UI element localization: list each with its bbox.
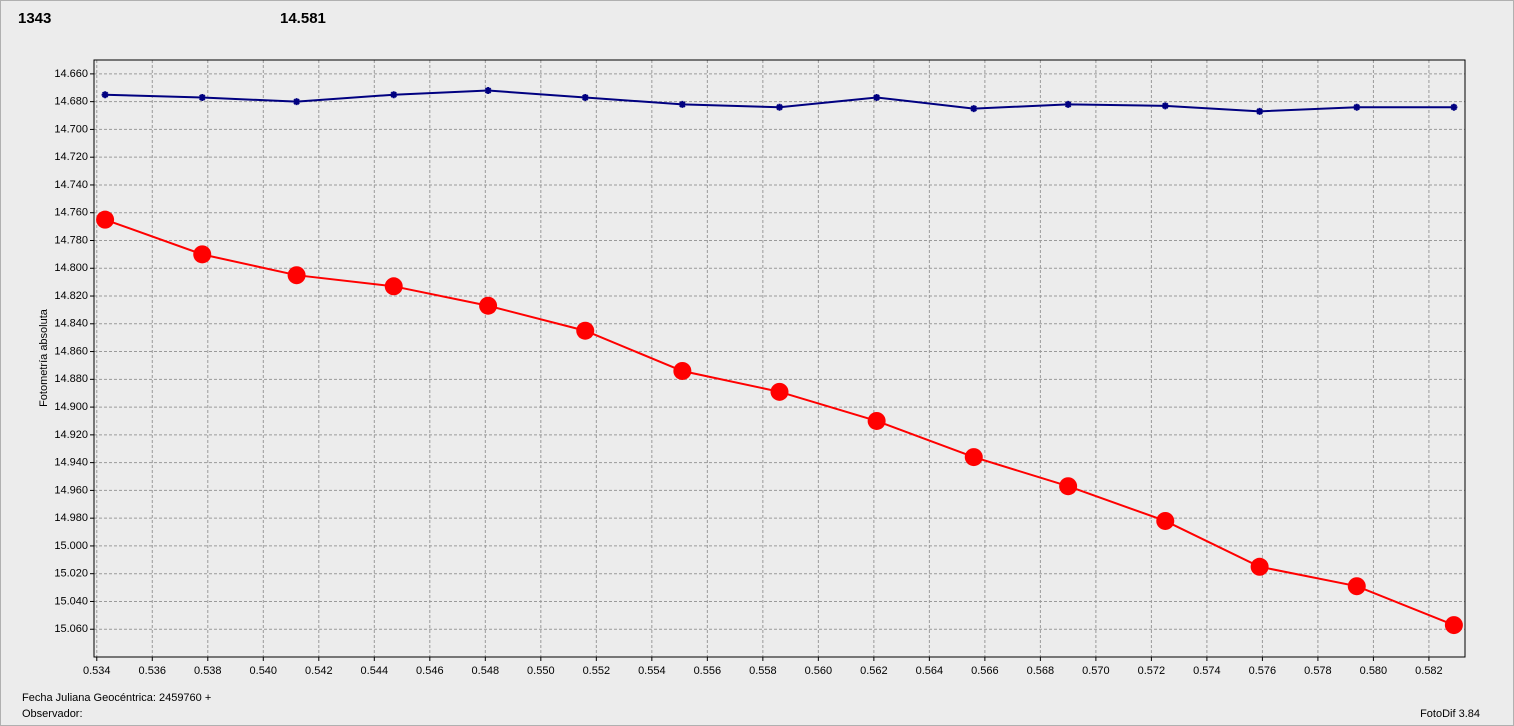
- point: [1444, 616, 1463, 635]
- point: [198, 93, 206, 101]
- x-tick-label: 0.582: [1415, 665, 1443, 677]
- x-tick-label: 0.542: [305, 665, 333, 677]
- point: [390, 91, 398, 99]
- y-tick-label: 14.920: [54, 429, 88, 441]
- point: [678, 100, 686, 108]
- x-tick-label: 0.538: [194, 665, 222, 677]
- y-tick-label: 14.840: [54, 318, 88, 330]
- point: [1353, 103, 1361, 111]
- x-tick-label: 0.534: [83, 665, 111, 677]
- y-tick-label: 14.900: [54, 401, 88, 413]
- footer-text: Fecha Juliana Geocéntrica: 2459760 +: [22, 692, 211, 704]
- point: [673, 361, 692, 380]
- point: [1161, 102, 1169, 110]
- y-tick-label: 15.040: [54, 595, 88, 607]
- point: [1059, 477, 1078, 496]
- x-tick-label: 0.558: [749, 665, 777, 677]
- point: [1064, 100, 1072, 108]
- x-tick-label: 0.560: [805, 665, 833, 677]
- y-tick-label: 14.780: [54, 234, 88, 246]
- x-tick-label: 0.548: [472, 665, 500, 677]
- y-tick-label: 14.660: [54, 68, 88, 80]
- point: [479, 296, 498, 315]
- x-tick-label: 0.550: [527, 665, 555, 677]
- point: [287, 266, 306, 285]
- point: [101, 91, 109, 99]
- x-tick-label: 0.580: [1360, 665, 1388, 677]
- point: [581, 93, 589, 101]
- point: [1347, 577, 1366, 596]
- point: [1156, 511, 1175, 530]
- point: [970, 105, 978, 113]
- point: [576, 321, 595, 340]
- header-label: 14.581: [280, 10, 326, 27]
- y-tick-label: 14.700: [54, 123, 88, 135]
- x-tick-label: 0.574: [1193, 665, 1221, 677]
- point: [484, 87, 492, 95]
- y-tick-label: 14.720: [54, 151, 88, 163]
- plot-frame: [93, 59, 1466, 658]
- x-tick-label: 0.556: [694, 665, 722, 677]
- y-tick-label: 14.940: [54, 457, 88, 469]
- x-tick-label: 0.568: [1027, 665, 1055, 677]
- x-tick-label: 0.554: [638, 665, 666, 677]
- y-tick-label: 14.960: [54, 484, 88, 496]
- y-tick-label: 14.880: [54, 373, 88, 385]
- y-tick-label: 14.760: [54, 207, 88, 219]
- point: [1250, 557, 1269, 576]
- x-tick-label: 0.566: [971, 665, 999, 677]
- x-tick-label: 0.564: [916, 665, 944, 677]
- footer-text: Observador:: [22, 708, 83, 720]
- x-tick-label: 0.572: [1138, 665, 1166, 677]
- point: [776, 103, 783, 111]
- version-text: FotoDif 3.84: [1420, 708, 1480, 720]
- x-tick-label: 0.562: [860, 665, 888, 677]
- point: [384, 277, 403, 296]
- y-tick-label: 14.980: [54, 512, 88, 524]
- x-tick-label: 0.544: [361, 665, 389, 677]
- point: [1450, 103, 1458, 111]
- y-axis-label: Fotometría absoluta: [38, 308, 50, 407]
- point: [293, 98, 301, 106]
- point: [873, 93, 881, 101]
- y-tick-label: 14.820: [54, 290, 88, 302]
- x-tick-label: 0.576: [1249, 665, 1277, 677]
- point: [193, 245, 212, 264]
- x-tick-label: 0.570: [1082, 665, 1110, 677]
- y-tick-label: 14.860: [54, 345, 88, 357]
- y-tick-label: 14.740: [54, 179, 88, 191]
- point: [1256, 107, 1264, 115]
- x-tick-label: 0.546: [416, 665, 444, 677]
- y-tick-label: 15.020: [54, 568, 88, 580]
- x-tick-label: 0.536: [139, 665, 167, 677]
- x-tick-label: 0.540: [250, 665, 278, 677]
- point: [770, 382, 789, 401]
- point: [96, 210, 115, 229]
- y-tick-label: 15.060: [54, 623, 88, 635]
- y-tick-label: 14.680: [54, 96, 88, 108]
- x-tick-label: 0.578: [1304, 665, 1332, 677]
- y-tick-label: 15.000: [54, 540, 88, 552]
- point: [964, 448, 983, 467]
- x-tick-label: 0.552: [583, 665, 611, 677]
- header-label: 1343: [18, 10, 51, 27]
- point: [867, 411, 886, 430]
- y-tick-label: 14.800: [54, 262, 88, 274]
